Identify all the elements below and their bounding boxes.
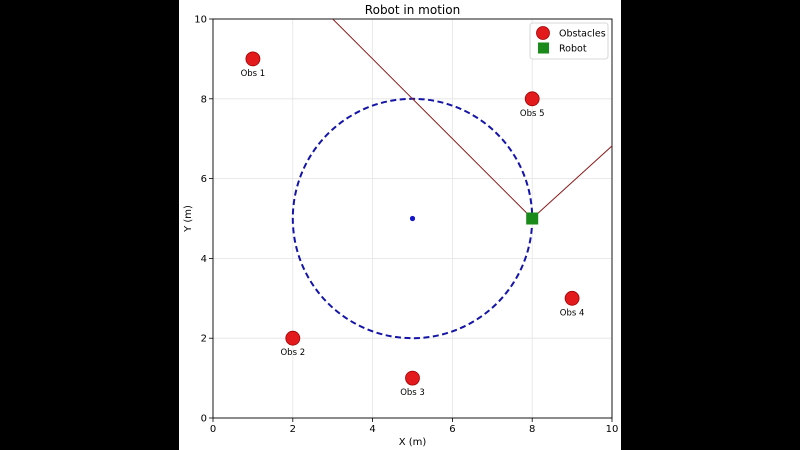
x-tick-label: 10 [606, 424, 619, 435]
y-axis-title: Y (m) [183, 205, 194, 233]
y-tick-label: 8 [201, 94, 207, 105]
obstacle-label: Obs 3 [400, 388, 425, 398]
legend-obstacles-swatch [536, 26, 550, 40]
y-tick-label: 6 [201, 174, 207, 185]
robot-marker [526, 212, 539, 225]
chart-title: Robot in motion [365, 3, 460, 17]
x-tick-label: 0 [210, 424, 216, 435]
plot-area [245, 19, 612, 386]
axes-frame [212, 18, 613, 419]
sensor-ray [531, 145, 612, 219]
legend-robot-swatch [538, 42, 549, 54]
chart-svg: Robot in motion X (m) Y (m) 0 2 4 6 8 10 0 2 4 6 8… [183, 3, 618, 448]
obstacle-marker [564, 290, 580, 306]
figure: Robot in motion X (m) Y (m) 0 2 4 6 8 10 0 2 4 6 8… [179, 0, 621, 450]
obstacle-marker [245, 51, 261, 67]
x-tick-label: 6 [449, 424, 455, 435]
center-point [409, 215, 416, 222]
obstacle-marker [285, 330, 301, 346]
legend-label: Obstacles [559, 29, 606, 40]
annotations: Obs 1 Obs 2 Obs 3 Obs 4 Obs 5 [241, 69, 585, 398]
x-tick-label: 8 [529, 424, 535, 435]
y-tick-label: 10 [194, 15, 207, 26]
axes: 0 2 4 6 8 10 0 2 4 6 8 10 [194, 15, 618, 436]
x-tick-label: 4 [369, 424, 375, 435]
y-tick-label: 2 [201, 334, 207, 345]
legend: Obstacles Robot [529, 22, 609, 60]
y-tick-label: 4 [201, 254, 207, 265]
sensor-ray [331, 19, 533, 219]
obstacle-marker [405, 370, 420, 386]
x-tick-label: 2 [290, 424, 296, 435]
legend-label: Robot [559, 44, 587, 55]
obstacle-marker [524, 91, 540, 107]
y-tick-label: 0 [201, 414, 207, 425]
x-axis-title: X (m) [399, 437, 427, 448]
obstacle-label: Obs 4 [560, 308, 585, 318]
obstacle-label: Obs 2 [280, 348, 305, 358]
obstacle-label: Obs 5 [520, 109, 545, 119]
obstacle-label: Obs 1 [241, 69, 266, 79]
